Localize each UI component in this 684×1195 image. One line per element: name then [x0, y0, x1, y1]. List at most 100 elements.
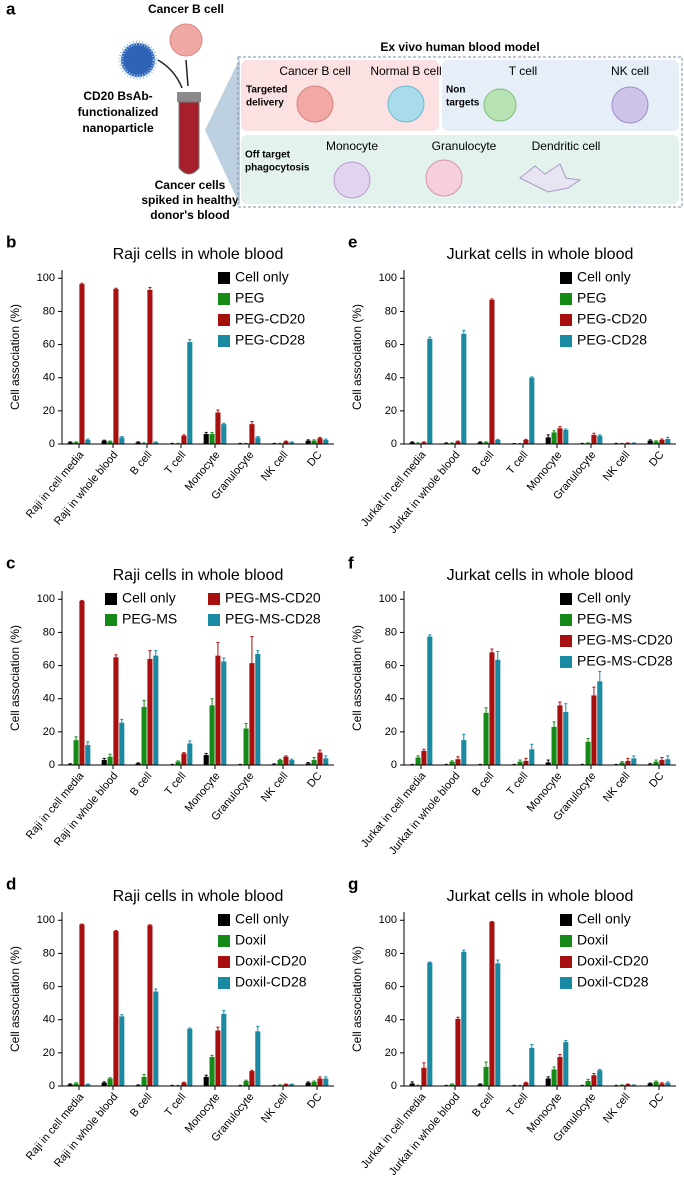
- legend-swatch: [218, 335, 230, 347]
- label: CD20 BsAb-: [83, 89, 152, 103]
- y-tick-label: 80: [385, 947, 397, 959]
- bar: [665, 759, 671, 765]
- legend-swatch: [105, 614, 117, 626]
- bar: [449, 1084, 455, 1086]
- bar: [119, 1016, 125, 1086]
- bar: [483, 1066, 489, 1086]
- y-tick-label: 80: [43, 626, 55, 638]
- bar: [203, 1076, 209, 1086]
- legend-swatch: [560, 935, 572, 947]
- bar: [67, 442, 73, 444]
- y-tick-label: 80: [43, 947, 55, 959]
- bar: [523, 1082, 529, 1086]
- bar: [203, 755, 209, 765]
- bar: [495, 659, 501, 765]
- label: Cancer cells: [155, 178, 226, 192]
- bar: [79, 924, 85, 1086]
- bar: [209, 1057, 215, 1086]
- bar: [551, 432, 557, 444]
- panel-letter: e: [348, 232, 357, 251]
- y-tick-label: 20: [385, 405, 397, 417]
- legend-label: PEG-CD28: [235, 332, 305, 348]
- bar: [73, 740, 79, 765]
- label: T cell: [509, 64, 537, 78]
- bar: [119, 437, 125, 444]
- label: phagocytosis: [245, 163, 310, 174]
- bar: [317, 1078, 323, 1086]
- bar: [477, 1084, 483, 1086]
- bar: [187, 342, 193, 444]
- bar: [249, 1071, 255, 1086]
- x-tick-label: B cell: [128, 770, 154, 798]
- bar: [249, 424, 255, 444]
- tube-cap: [177, 92, 201, 102]
- x-tick-label: T cell: [505, 449, 531, 477]
- legend-swatch: [218, 293, 230, 305]
- bar: [101, 760, 107, 765]
- bar: [489, 299, 495, 444]
- bar: [147, 289, 153, 444]
- bar: [221, 424, 227, 444]
- charts: b Raji cells in whole blood Cell associati…: [6, 232, 676, 1178]
- y-tick-label: 40: [385, 372, 397, 384]
- x-tick-label: NK cell: [259, 1091, 291, 1125]
- panel-letter: a: [6, 0, 16, 18]
- y-tick-label: 100: [37, 593, 55, 605]
- bar: [597, 681, 603, 765]
- label: Cancer B cell: [279, 64, 350, 78]
- legend-label: PEG-CD20: [235, 311, 305, 327]
- bar: [421, 1067, 427, 1086]
- bar: [255, 437, 261, 444]
- bar: [625, 760, 631, 765]
- legend-swatch: [218, 314, 230, 326]
- legend-swatch: [560, 977, 572, 989]
- x-tick-label: DC: [305, 449, 324, 469]
- y-axis-label: Cell association (%): [350, 625, 364, 731]
- legend-label: Cell only: [577, 269, 631, 285]
- bar: [215, 412, 221, 444]
- bar: [483, 712, 489, 765]
- y-axis-label: Cell association (%): [350, 946, 364, 1052]
- bar: [415, 757, 421, 765]
- bar: [209, 705, 215, 765]
- bar: [551, 1069, 557, 1086]
- bar: [119, 722, 125, 765]
- bar: [73, 1083, 79, 1086]
- x-tick-label: Raji in cell media: [24, 769, 87, 841]
- legend-label: Cell only: [235, 911, 289, 927]
- region: [241, 60, 439, 131]
- label: donor's blood: [150, 208, 230, 222]
- x-tick-label: NK cell: [601, 1091, 633, 1125]
- label: Granulocyte: [432, 139, 497, 153]
- legend-swatch: [218, 956, 230, 968]
- y-tick-label: 20: [43, 1047, 55, 1059]
- y-tick-label: 20: [43, 726, 55, 738]
- bar: [557, 1057, 563, 1086]
- bar: [311, 1081, 317, 1086]
- legend-swatch: [560, 293, 572, 305]
- bar: [647, 1083, 653, 1086]
- chart-title: Jurkat cells in whole blood: [447, 246, 634, 263]
- bar: [523, 760, 529, 765]
- zoom-wedge: [205, 58, 240, 205]
- x-tick-label: B cell: [128, 1091, 154, 1119]
- y-tick-label: 60: [385, 338, 397, 350]
- legend-label: Cell only: [577, 911, 631, 927]
- legend-swatch: [218, 977, 230, 989]
- bar: [79, 600, 85, 765]
- bar: [113, 289, 119, 444]
- panel-letter: b: [6, 232, 16, 251]
- bar: [221, 661, 227, 765]
- label: Ex vivo human blood model: [380, 40, 539, 54]
- x-tick-label: DC: [647, 770, 666, 790]
- label: Off target: [245, 150, 291, 161]
- y-axis-label: Cell association (%): [8, 946, 22, 1052]
- label: NK cell: [611, 64, 649, 78]
- bar: [187, 743, 193, 765]
- bar: [427, 338, 433, 444]
- bar: [551, 726, 557, 765]
- cell-icon: [387, 85, 425, 123]
- y-tick-label: 80: [385, 305, 397, 317]
- legend-label: PEG-MS-CD28: [577, 653, 673, 669]
- bar: [113, 657, 119, 765]
